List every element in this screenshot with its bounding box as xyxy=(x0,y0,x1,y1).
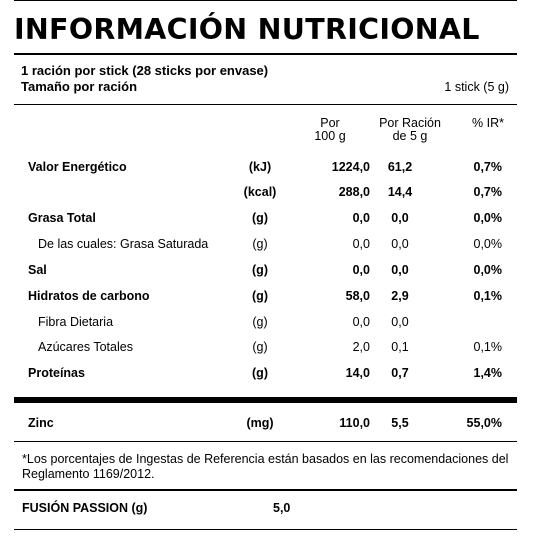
value-per-serving: 0,0 xyxy=(391,315,409,329)
value-ir: 0,7% xyxy=(473,160,503,174)
value-per-serving: 0,1 xyxy=(391,340,409,354)
table-row: Zinc (mg) 110,0 5,5 55,0% xyxy=(0,414,533,432)
servings-per-container: 1 ración por stick (28 sticks por envase… xyxy=(21,63,269,78)
value-per-serving: 0,0 xyxy=(391,263,409,277)
value-ir: 0,0% xyxy=(473,211,503,225)
column-header-per-serving-line1: Por Ración xyxy=(379,116,441,130)
table-row: Grasa Total (g) 0,0 0,0 0,0% xyxy=(0,209,533,227)
value-per-100g: 0,0 xyxy=(352,315,370,329)
nutrient-name: Proteínas xyxy=(28,366,85,380)
nutrient-name: De las cuales: Grasa Saturada xyxy=(38,237,209,251)
nutrient-unit: (g) xyxy=(252,340,268,354)
serving-size-label: Tamaño por ración xyxy=(21,79,138,94)
divider-thick xyxy=(14,397,517,403)
fusion-value: 5,0 xyxy=(273,501,291,515)
value-ir: 0,1% xyxy=(473,340,503,354)
value-ir: 0,0% xyxy=(473,263,503,277)
top-border xyxy=(14,0,517,1)
value-per-serving: 2,9 xyxy=(391,289,409,303)
nutrient-name: Fibra Dietaria xyxy=(38,315,114,329)
value-per-100g: 0,0 xyxy=(352,263,370,277)
value-ir: 0,0% xyxy=(473,237,503,251)
value-per-100g: 1224,0 xyxy=(331,160,370,174)
nutrient-name: Azúcares Totales xyxy=(38,340,133,354)
column-header-per-100g: Por 100 g xyxy=(300,117,360,143)
serving-size-value: 1 stick (5 g) xyxy=(444,80,509,94)
value-per-100g: 2,0 xyxy=(352,340,370,354)
value-ir: 1,4% xyxy=(473,366,503,380)
column-header-per-100g-line1: Por xyxy=(320,116,340,130)
nutrient-name: Valor Energético xyxy=(28,160,127,174)
nutrient-name: Zinc xyxy=(28,416,54,430)
column-header-per-serving: Por Ración de 5 g xyxy=(370,117,450,143)
divider-footnote xyxy=(14,489,517,491)
value-ir: 0,7% xyxy=(473,185,503,199)
value-per-100g: 14,0 xyxy=(345,366,370,380)
nutrient-unit: (kcal) xyxy=(243,185,277,199)
table-row: Fibra Dietaria (g) 0,0 0,0 xyxy=(0,313,533,331)
nutrient-unit: (mg) xyxy=(246,416,274,430)
value-per-100g: 110,0 xyxy=(339,416,370,430)
divider-serving xyxy=(14,104,517,105)
value-per-serving: 61,2 xyxy=(387,160,413,174)
value-ir: 0,1% xyxy=(473,289,503,303)
nutrient-unit: (kJ) xyxy=(248,160,272,174)
value-per-100g: 0,0 xyxy=(352,237,370,251)
nutrient-unit: (g) xyxy=(252,263,268,277)
nutrient-name: Hidratos de carbono xyxy=(28,289,150,303)
divider-zinc xyxy=(14,441,517,442)
nutrient-unit: (g) xyxy=(252,237,268,251)
value-per-serving: 0,0 xyxy=(391,211,409,225)
table-row: Proteínas (g) 14,0 0,7 1,4% xyxy=(0,364,533,382)
nutrient-unit: (g) xyxy=(252,211,268,225)
nutrient-unit: (g) xyxy=(252,315,268,329)
table-row: Valor Energético (kJ) 1224,0 61,2 0,7% xyxy=(0,158,533,176)
nutrient-name: Grasa Total xyxy=(28,211,96,225)
column-header-ir: % IR* xyxy=(472,116,504,130)
value-per-serving: 0,7 xyxy=(391,366,409,380)
column-header-per-serving-line2: de 5 g xyxy=(392,129,428,143)
table-row: Hidratos de carbono (g) 58,0 2,9 0,1% xyxy=(0,287,533,305)
nutrient-unit: (g) xyxy=(252,366,268,380)
footnote: *Los porcentajes de Ingestas de Referenc… xyxy=(22,452,509,481)
value-per-serving: 14,4 xyxy=(387,185,413,199)
nutrient-unit: (g) xyxy=(252,289,268,303)
divider-title xyxy=(14,53,517,55)
column-header-per-100g-line2: 100 g xyxy=(314,129,346,143)
value-per-serving: 0,0 xyxy=(391,237,409,251)
table-row: (kcal) 288,0 14,4 0,7% xyxy=(0,183,533,201)
fusion-name: FUSIÓN PASSION (g) xyxy=(22,501,148,515)
bottom-border xyxy=(14,529,517,530)
nutrient-name: Sal xyxy=(28,263,47,277)
value-ir: 55,0% xyxy=(466,416,502,430)
value-per-100g: 0,0 xyxy=(352,211,370,225)
table-row: Sal (g) 0,0 0,0 0,0% xyxy=(0,261,533,279)
table-row: De las cuales: Grasa Saturada (g) 0,0 0,… xyxy=(0,235,533,253)
value-per-100g: 288,0 xyxy=(338,185,370,199)
value-per-serving: 5,5 xyxy=(391,416,409,430)
label-title: INFORMACIÓN NUTRICIONAL xyxy=(14,13,480,46)
table-row: Azúcares Totales (g) 2,0 0,1 0,1% xyxy=(0,338,533,356)
value-per-100g: 58,0 xyxy=(345,289,370,303)
